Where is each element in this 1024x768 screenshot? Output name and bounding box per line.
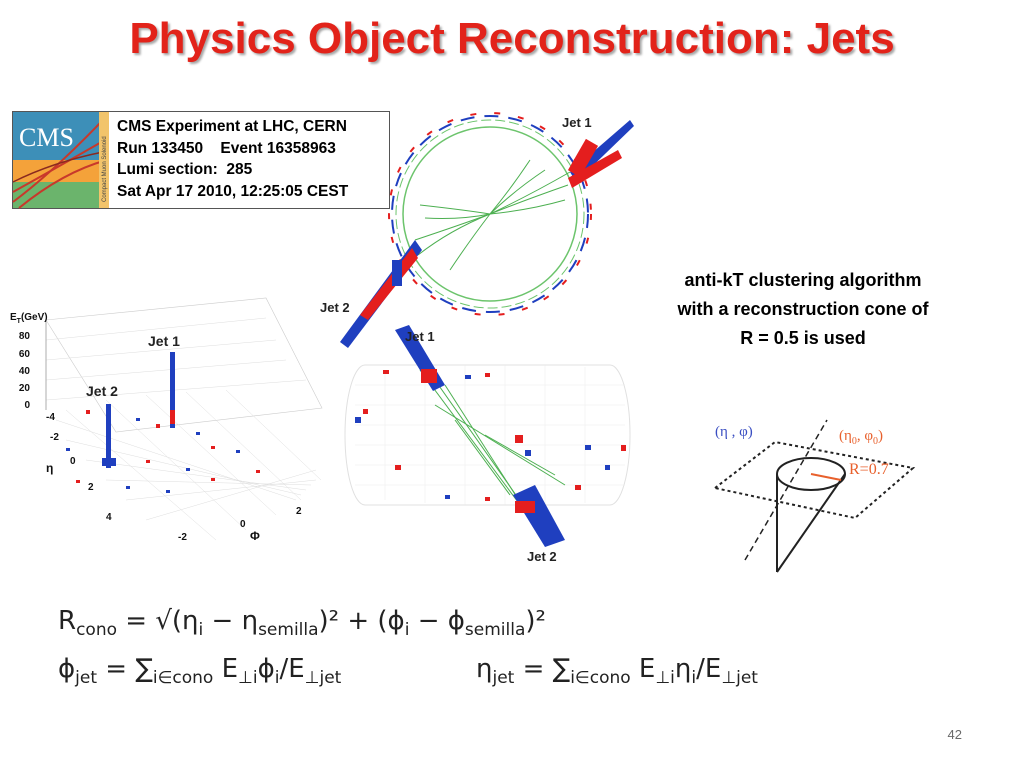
lego-y-tick-20: 20 — [19, 383, 31, 394]
lego-y-axis-label: ET(GeV) — [10, 312, 48, 325]
algorithm-line-3: R = 0.5 is used — [740, 328, 866, 348]
lego-y-tick-80: 80 — [19, 331, 31, 342]
long-jet2-bar — [513, 485, 565, 547]
jet2-tower — [392, 260, 402, 286]
lego-phi-label: Φ — [250, 529, 260, 543]
lego-phi-tick-m2: -2 — [178, 532, 187, 543]
algorithm-description: anti-kT clustering algorithm with a reco… — [640, 266, 966, 353]
cms-logo: CMS Compact Muon Solenoid — [12, 112, 109, 209]
lego-jet1-label: Jet 1 — [148, 333, 180, 349]
cone-diagram: (η , φ) (η0, φ0) R=0.7 — [712, 419, 916, 573]
cms-event-text: CMS Experiment at LHC, CERN Run 133450 E… — [117, 116, 348, 202]
lego-y-tick-40: 40 — [19, 366, 31, 377]
lego-y-tick-60: 60 — [19, 349, 31, 360]
page-number: 42 — [947, 727, 962, 742]
cone-point-label: (η , φ) — [715, 424, 753, 440]
cms-lumi-line: Lumi section: 285 — [117, 161, 253, 178]
ecal-ring — [388, 112, 592, 316]
cone-plane — [712, 440, 916, 520]
lego-phi-tick-2: 2 — [296, 506, 302, 517]
long-jet1-tower — [421, 369, 437, 383]
lego-eta-tick-2: 2 — [88, 482, 94, 493]
lego-small-towers — [66, 410, 260, 493]
jet1-label: Jet 1 — [562, 115, 592, 130]
cms-event-info-box: CMS Compact Muon Solenoid CMS Experiment… — [12, 111, 390, 209]
algorithm-line-2: with a reconstruction cone of — [677, 299, 929, 319]
algorithm-line-1: anti-kT clustering algorithm — [684, 270, 922, 290]
lego-eta-label: η — [46, 461, 53, 475]
lego-eta-tick-4: 4 — [106, 512, 112, 523]
jet1-tower — [567, 138, 599, 178]
lego-eta-tick-m4: -4 — [46, 412, 55, 423]
phi-jet-equation: ϕjet = ∑i∈cono E⊥iϕi/E⊥jet — [58, 654, 342, 689]
lego-eta-tick-m2: -2 — [50, 432, 59, 443]
cone-center-label: (η0, φ0) — [839, 428, 883, 447]
cone-right-edge — [776, 473, 846, 573]
cms-date-line: Sat Apr 17 2010, 12:25:05 CEST — [117, 182, 349, 200]
cms-run-event-line: Run 133450 Event 16358963 — [117, 139, 336, 157]
lego-y-tick-0: 0 — [24, 400, 30, 411]
lego-jet2-spike — [106, 404, 111, 468]
eta-jet-equation: ηjet = ∑i∈cono E⊥iηi/E⊥jet — [476, 654, 758, 689]
jet1-bar-red — [568, 150, 622, 188]
lego-jet1-spike-red — [170, 410, 175, 424]
lego-phi-tick-0: 0 — [240, 519, 246, 530]
lego-plot: ET(GeV) 80 60 40 20 0 -4 -2 0 2 4 η -2 0… — [10, 297, 323, 543]
jet2-label: Jet 2 — [320, 300, 350, 315]
hcal-ring — [391, 115, 589, 313]
transverse-event-display: Jet 1 Jet 2 — [320, 112, 634, 348]
longitudinal-grid — [355, 365, 625, 505]
lego-eta-tick-0: 0 — [70, 456, 76, 467]
lego-jet2-base — [102, 458, 116, 466]
cone-radius — [810, 473, 842, 481]
lego-jet1-spike — [170, 352, 175, 428]
jet2-bar-red — [360, 248, 418, 320]
cone-axis — [744, 419, 828, 561]
cms-logo-subtext: Compact Muon Solenoid — [102, 136, 108, 202]
transverse-tracks — [414, 159, 571, 271]
cms-experiment-line: CMS Experiment at LHC, CERN — [117, 118, 347, 135]
cone-radius-label: R=0.7 — [849, 461, 889, 478]
slide-title: Physics Object Reconstruction: Jets — [129, 14, 895, 63]
tracker-circle — [402, 126, 578, 302]
long-jet2-tower — [515, 501, 535, 513]
lego-jet2-label: Jet 2 — [86, 383, 118, 399]
longitudinal-event-display: Jet 1 Jet 2 — [344, 325, 631, 564]
longitudinal-hits — [355, 370, 626, 501]
calo-inner-ring — [395, 119, 585, 309]
lego-grid — [45, 317, 322, 541]
cms-logo-text: CMS — [19, 123, 74, 152]
cone-radius-equation: Rcono = √(ηi − ηsemilla)² + (ϕi − ϕsemil… — [58, 606, 546, 641]
long-jet1-label: Jet 1 — [405, 329, 435, 344]
long-jet2-label: Jet 2 — [527, 549, 557, 564]
